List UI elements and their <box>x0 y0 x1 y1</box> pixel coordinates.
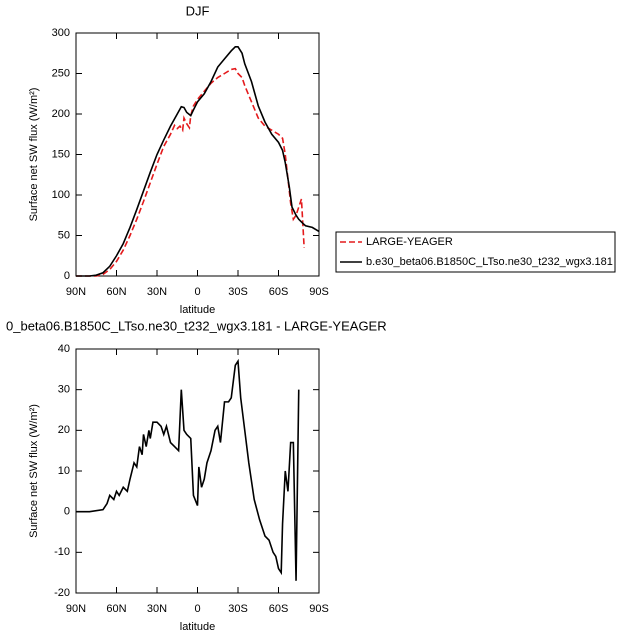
y-tick-label: -10 <box>54 546 70 558</box>
y-tick-label: 50 <box>58 229 70 241</box>
x-tick-label: 30N <box>147 603 167 615</box>
x-axis-label: latitude <box>180 304 215 316</box>
chart-title: 0_beta06.B1850C_LTso.ne30_t232_wgx3.181 … <box>6 318 387 333</box>
x-tick-label: 30S <box>228 603 248 615</box>
x-tick-label: 90N <box>66 603 86 615</box>
x-tick-label: 90S <box>309 286 329 298</box>
y-tick-label: 30 <box>58 384 70 396</box>
plot-frame <box>75 348 320 594</box>
y-tick-label: 200 <box>52 108 70 120</box>
data-line <box>76 45 320 277</box>
y-tick-label: 300 <box>52 27 70 39</box>
x-tick-label: 0 <box>194 603 200 615</box>
y-tick-label: 0 <box>64 506 70 518</box>
chart-title: DJF <box>186 3 210 18</box>
x-tick-label: 60N <box>106 603 126 615</box>
x-tick-label: 30N <box>147 286 167 298</box>
y-tick-label: 100 <box>52 189 70 201</box>
y-tick-label: 10 <box>58 465 70 477</box>
y-tick-label: 250 <box>52 67 70 79</box>
y-tick-label: 20 <box>58 424 70 436</box>
x-tick-label: 60S <box>269 286 289 298</box>
x-axis-label: latitude <box>180 621 215 633</box>
x-tick-label: 60N <box>106 286 126 298</box>
plot-frame <box>75 32 320 277</box>
data-line <box>76 67 305 277</box>
x-tick-label: 30S <box>228 286 248 298</box>
legend-label: b.e30_beta06.B1850C_LTso.ne30_t232_wgx3.… <box>366 256 613 268</box>
x-tick-label: 90N <box>66 286 86 298</box>
x-tick-label: 0 <box>194 286 200 298</box>
y-tick-label: 150 <box>52 148 70 160</box>
legend-box <box>335 231 616 273</box>
y-axis-label: Surface net SW flux (W/m²) <box>28 88 40 222</box>
x-tick-label: 90S <box>309 603 329 615</box>
y-tick-label: 0 <box>64 270 70 282</box>
legend-label: LARGE-YEAGER <box>366 236 453 248</box>
y-tick-label: -20 <box>54 587 70 599</box>
y-tick-label: 40 <box>58 343 70 355</box>
data-line <box>76 358 300 581</box>
y-axis-label: Surface net SW flux (W/m²) <box>28 404 40 538</box>
x-tick-label: 60S <box>269 603 289 615</box>
